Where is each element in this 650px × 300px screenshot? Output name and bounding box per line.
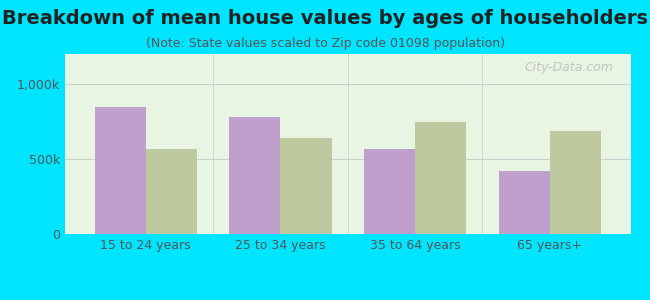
Bar	[95, 106, 146, 234]
Legend: Zip code 01098, Massachusetts: Zip code 01098, Massachusetts	[213, 298, 483, 300]
Bar	[229, 117, 280, 234]
Text: City-Data.com: City-Data.com	[525, 61, 614, 74]
Bar	[550, 130, 601, 234]
Text: Breakdown of mean house values by ages of householders: Breakdown of mean house values by ages o…	[2, 9, 648, 28]
Bar	[146, 148, 197, 234]
Text: (Note: State values scaled to Zip code 01098 population): (Note: State values scaled to Zip code 0…	[146, 38, 504, 50]
Bar	[364, 148, 415, 234]
Bar	[499, 171, 550, 234]
Bar	[415, 122, 466, 234]
Bar	[280, 138, 332, 234]
